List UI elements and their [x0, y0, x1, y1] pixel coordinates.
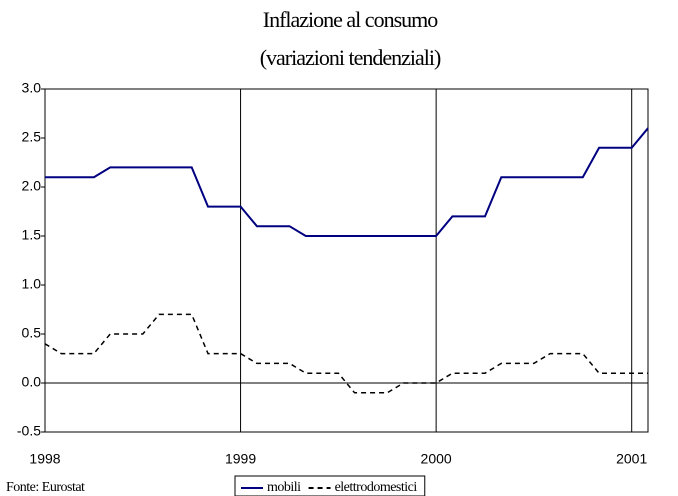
plot-border	[44, 88, 649, 433]
y-tick-label: 3.0	[22, 80, 42, 96]
legend: mobili elettrodomestici	[234, 475, 426, 496]
y-tick-label: 2.0	[22, 178, 42, 194]
legend-box	[234, 475, 426, 496]
y-tick-label: 0.0	[22, 374, 42, 390]
y-tick-label: -0.5	[17, 423, 41, 439]
x-tick-label: 2001	[616, 451, 647, 467]
source: Fonte: Eurostat	[6, 480, 85, 495]
series-line	[45, 127, 649, 237]
chart-title: Inflazione al consumo	[263, 7, 438, 32]
series-line	[44, 313, 648, 394]
x-tick-label: 2000	[421, 451, 452, 467]
x-tick-label: 1999	[225, 451, 256, 467]
legend-label: elettrodomestici	[335, 480, 418, 495]
y-tick-label: 1.5	[22, 227, 42, 243]
y-tick-label: 1.0	[22, 276, 42, 292]
chart-subtitle: (variazioni tendenziali)	[260, 45, 441, 70]
y-tick-label: 0.5	[22, 325, 42, 341]
x-tick-label: 1998	[29, 451, 60, 467]
legend-label: mobili	[267, 480, 301, 495]
y-tick-label: 2.5	[22, 129, 42, 145]
